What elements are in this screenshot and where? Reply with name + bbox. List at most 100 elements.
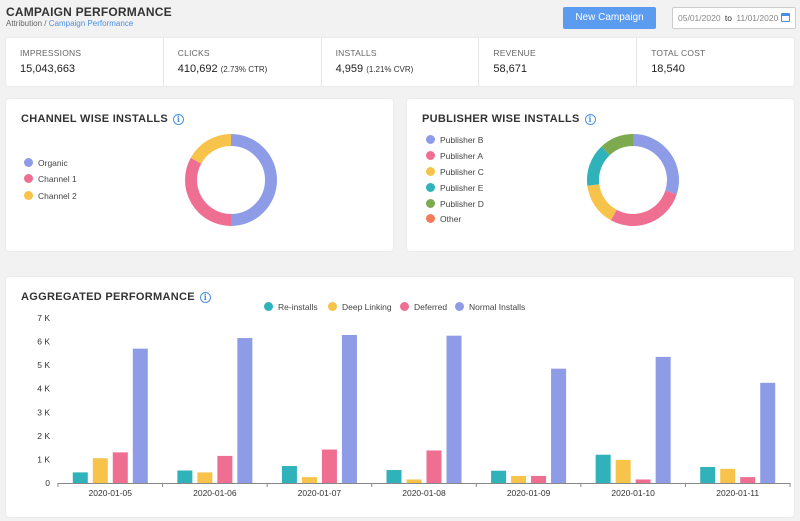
- stat-sub: (1.21% CVR): [366, 65, 414, 74]
- date-start: 05/01/2020: [678, 13, 721, 23]
- bar-deferred-2020-01-09[interactable]: [531, 475, 547, 483]
- card-title: PUBLISHER WISE INSTALLS i: [422, 113, 596, 125]
- info-icon[interactable]: i: [173, 114, 185, 125]
- stat-label: IMPRESSIONS: [20, 48, 82, 58]
- y-tick-label: 0: [45, 478, 50, 488]
- bar-deep-linking-2020-01-11[interactable]: [720, 468, 736, 483]
- channel-slice-channel-1[interactable]: [185, 157, 232, 226]
- aggregated-bar-chart: 0 1 K 2 K 3 K 4 K 5 K 6 K 7 K 2020-01-05 2020-01-…: [37, 313, 791, 498]
- date-end: 11/01/2020: [736, 13, 779, 23]
- new-campaign-button[interactable]: New Campaign: [563, 7, 656, 29]
- stat-value: 58,671: [493, 63, 528, 75]
- stat-label: CLICKS: [177, 48, 210, 58]
- card-title: AGGREGATED PERFORMANCE i: [21, 291, 211, 303]
- info-icon[interactable]: i: [199, 292, 211, 303]
- legend-publisher-b[interactable]: Publisher B: [426, 135, 483, 145]
- breadcrumb-separator: /: [44, 19, 47, 28]
- x-tick-label: 2020-01-08: [402, 488, 446, 498]
- y-tick-label: 4 K: [37, 384, 50, 394]
- legend-deep-linking[interactable]: Deep Linking: [328, 302, 392, 312]
- publisher-slice-publisher-d[interactable]: [601, 134, 634, 156]
- legend-publisher-d[interactable]: Publisher D: [426, 199, 484, 209]
- bar-re-installs-2020-01-10[interactable]: [595, 454, 611, 483]
- bar-deep-linking-2020-01-10[interactable]: [615, 459, 631, 483]
- legend-publisher-c[interactable]: Publisher C: [426, 167, 484, 177]
- publisher-slice-publisher-c[interactable]: [587, 183, 617, 221]
- y-tick-label: 5 K: [37, 360, 50, 370]
- card-title: CHANNEL WISE INSTALLS i: [21, 113, 185, 125]
- legend-channel-1[interactable]: Channel 1: [24, 174, 77, 184]
- publisher-installs-card: PUBLISHER WISE INSTALLS i Publisher B Pub…: [407, 99, 794, 251]
- legend-channel-2[interactable]: Channel 2: [24, 191, 77, 201]
- bar-normal-installs-2020-01-05[interactable]: [132, 348, 148, 483]
- breadcrumb-current[interactable]: Campaign Performance: [48, 19, 134, 28]
- bar-deep-linking-2020-01-07[interactable]: [301, 477, 317, 483]
- stat-sub: (2.73% CTR): [220, 65, 268, 74]
- stat-total-cost: TOTAL COST 18,540: [637, 38, 794, 86]
- date-to: to: [724, 13, 733, 23]
- legend-normal-installs[interactable]: Normal Installs: [455, 302, 525, 312]
- x-tick-label: 2020-01-10: [611, 488, 655, 498]
- stat-value: 18,540: [651, 63, 685, 75]
- bar-re-installs-2020-01-05[interactable]: [72, 472, 88, 483]
- stat-label: INSTALLS: [335, 48, 377, 58]
- page-header: CAMPAIGN PERFORMANCE Attribution / Campa…: [0, 0, 800, 36]
- x-tick-label: 2020-01-05: [89, 488, 133, 498]
- bar-normal-installs-2020-01-09[interactable]: [551, 368, 567, 483]
- stat-impressions: IMPRESSIONS 15,043,663: [6, 38, 164, 86]
- bar-re-installs-2020-01-06[interactable]: [177, 470, 193, 483]
- channel-slice-channel-2[interactable]: [190, 134, 232, 164]
- channel-installs-card: CHANNEL WISE INSTALLS i Organic Channel 1…: [6, 99, 393, 251]
- x-tick-label: 2020-01-07: [298, 488, 342, 498]
- x-tick-label: 2020-01-11: [716, 488, 759, 498]
- legend-other[interactable]: Other: [426, 214, 461, 224]
- bar-deferred-2020-01-07[interactable]: [321, 449, 337, 483]
- bar-deep-linking-2020-01-08[interactable]: [406, 479, 422, 483]
- publisher-donut-chart: [587, 134, 679, 226]
- calendar-icon[interactable]: [781, 13, 790, 22]
- bar-normal-installs-2020-01-10[interactable]: [655, 356, 671, 483]
- legend-publisher-a[interactable]: Publisher A: [426, 151, 483, 161]
- aggregated-performance-card: AGGREGATED PERFORMANCE i Re-installs Deep…: [6, 277, 794, 517]
- bar-deferred-2020-01-05[interactable]: [112, 452, 128, 483]
- bar-deferred-2020-01-11[interactable]: [740, 477, 756, 483]
- bar-deep-linking-2020-01-05[interactable]: [92, 458, 108, 483]
- bar-re-installs-2020-01-08[interactable]: [386, 470, 402, 483]
- y-tick-label: 2 K: [37, 431, 50, 441]
- y-tick-label: 1 K: [37, 454, 50, 464]
- stat-value: 4,959 (1.21% CVR): [335, 63, 414, 75]
- stat-value: 15,043,663: [20, 63, 76, 75]
- channel-slice-organic[interactable]: [230, 134, 277, 226]
- y-tick-label: 7 K: [37, 313, 50, 323]
- y-tick-label: 3 K: [37, 407, 50, 417]
- stat-label: TOTAL COST: [651, 48, 706, 58]
- bar-deep-linking-2020-01-09[interactable]: [511, 475, 527, 483]
- bar-deferred-2020-01-06[interactable]: [217, 455, 233, 483]
- bar-normal-installs-2020-01-11[interactable]: [760, 382, 776, 483]
- bar-re-installs-2020-01-07[interactable]: [281, 466, 297, 483]
- legend-organic[interactable]: Organic: [24, 158, 68, 168]
- x-tick-label: 2020-01-06: [193, 488, 237, 498]
- breadcrumb-parent[interactable]: Attribution: [6, 19, 43, 28]
- x-tick-label: 2020-01-09: [507, 488, 551, 498]
- stat-value: 410,692 (2.73% CTR): [177, 63, 268, 75]
- stats-bar: IMPRESSIONS 15,043,663 CLICKS 410,692 (2…: [6, 38, 794, 86]
- legend-deferred[interactable]: Deferred: [400, 302, 447, 312]
- bar-deferred-2020-01-10[interactable]: [635, 479, 651, 483]
- bar-deep-linking-2020-01-06[interactable]: [197, 472, 213, 483]
- stat-label: REVENUE: [493, 48, 536, 58]
- legend-re-installs[interactable]: Re-installs: [264, 302, 318, 312]
- publisher-slice-publisher-b[interactable]: [632, 134, 679, 195]
- channel-donut-chart: [185, 134, 277, 226]
- bar-normal-installs-2020-01-07[interactable]: [341, 334, 357, 483]
- bar-normal-installs-2020-01-08[interactable]: [446, 335, 462, 483]
- legend-publisher-e[interactable]: Publisher E: [426, 183, 483, 193]
- bar-re-installs-2020-01-09[interactable]: [491, 470, 507, 483]
- date-range-picker[interactable]: 05/01/2020 to 11/01/2020: [672, 7, 796, 29]
- info-icon[interactable]: i: [584, 114, 596, 125]
- bar-re-installs-2020-01-11[interactable]: [700, 466, 716, 483]
- bar-deferred-2020-01-08[interactable]: [426, 450, 442, 483]
- bar-normal-installs-2020-01-06[interactable]: [237, 338, 253, 483]
- publisher-slice-publisher-e[interactable]: [587, 146, 610, 186]
- publisher-slice-publisher-a[interactable]: [610, 190, 677, 226]
